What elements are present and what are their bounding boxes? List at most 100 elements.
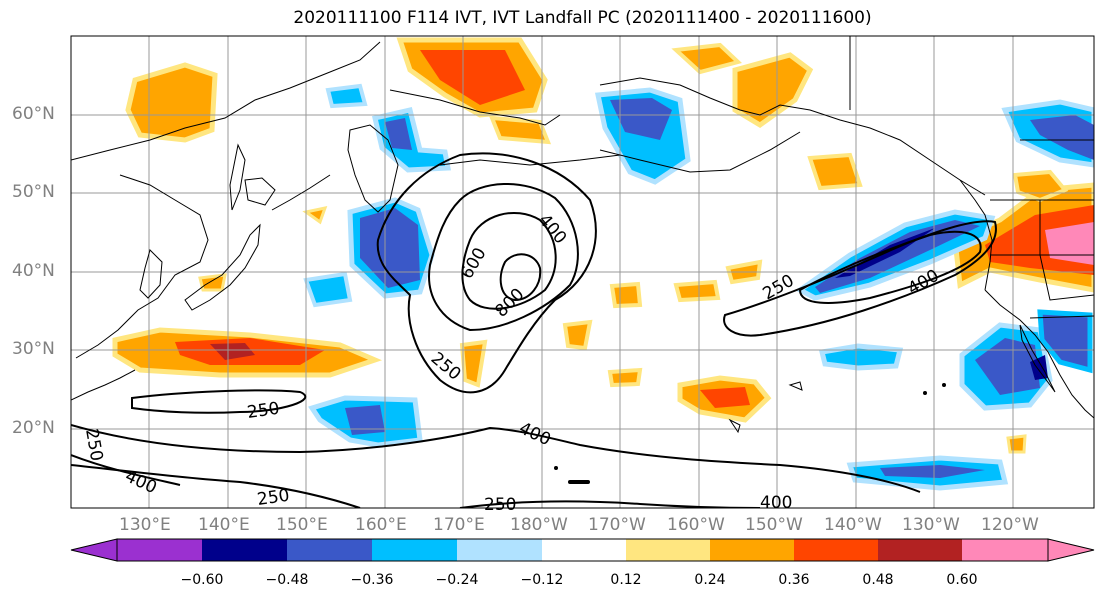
colorbar-seg-1	[117, 539, 202, 561]
contour-label-400-b: 400	[516, 418, 554, 450]
contour-400-south	[71, 424, 921, 493]
lon-label-160w: 160°W	[667, 515, 725, 535]
political-boundaries	[849, 36, 1094, 319]
coast-asia-east	[75, 174, 209, 359]
coast-japan	[184, 223, 261, 311]
shade-mexico	[1037, 309, 1093, 374]
colorbar-seg-8	[710, 539, 794, 561]
lon-label-180w: 180°W	[510, 515, 568, 535]
contour-600	[461, 211, 557, 310]
shade-blob-c	[459, 339, 488, 388]
contour-400-ne	[798, 230, 982, 304]
shade-baja-core	[975, 338, 1040, 395]
contour-label-250-e: 250	[256, 486, 291, 510]
lon-label-160e: 160°E	[355, 515, 407, 535]
shade-blob-g	[488, 115, 552, 145]
coast-asia	[71, 41, 381, 161]
shade-landfall-peak	[1045, 222, 1094, 265]
shade-blob-k	[302, 205, 328, 225]
shade-blob-a	[609, 281, 643, 309]
coast-korea	[139, 249, 163, 299]
contour-250-main	[376, 152, 597, 394]
coast-aleutians	[439, 154, 621, 166]
contour-label-250-a: 250	[246, 399, 281, 423]
coast-bc	[959, 179, 993, 291]
colorbar-tick-2: −0.48	[265, 572, 309, 588]
contour-250-west-upper	[131, 389, 307, 414]
shade-bering-core	[610, 98, 672, 140]
colorbar-seg-7	[626, 539, 710, 561]
figure-title: 2020111100 F114 IVT, IVT Landfall PC (20…	[293, 8, 872, 28]
lon-label-140e: 140°E	[198, 515, 250, 535]
lat-label-40n: 40°N	[12, 261, 55, 281]
shade-canada-core	[1030, 115, 1094, 160]
ivt-contours	[71, 152, 997, 508]
contour-label-250-f: 250	[484, 495, 516, 515]
lat-label-60n: 60°N	[12, 104, 55, 124]
shade-kamchatka	[371, 107, 451, 173]
lon-label-130w: 130°W	[902, 515, 960, 535]
colorbar-frame	[116, 538, 1049, 562]
shade-subtropic-west-core	[345, 405, 385, 435]
shade-central-east	[818, 343, 904, 371]
colorbar-seg-3	[287, 539, 372, 561]
contour-label-400-c: 400	[122, 466, 160, 498]
shade-blob-b	[673, 279, 721, 303]
lon-label-130e: 130°E	[119, 515, 171, 535]
shade-kamchatka-south-core	[360, 208, 420, 288]
contour-label-250-d: 250	[760, 271, 798, 305]
lon-label-140w: 140°W	[824, 515, 882, 535]
lon-label-150w: 150°W	[745, 515, 803, 535]
shade-blob-h	[671, 42, 742, 75]
shade-kamchatka-core	[385, 118, 412, 150]
colorbar-tick-4: −0.24	[435, 572, 479, 588]
shade-siberia-core	[420, 50, 525, 105]
shade-blob-f	[607, 367, 643, 388]
colorbar-tick-7: 0.24	[694, 572, 726, 588]
contour-250-west-lower	[71, 464, 361, 508]
colorbar-seg-2	[202, 539, 287, 561]
coast-alaska	[599, 77, 986, 196]
negative-shading	[303, 83, 1094, 491]
shade-baja-dark	[1030, 355, 1048, 380]
colorbar-seg-4	[372, 539, 457, 561]
contour-800	[499, 253, 542, 302]
map-plot-area	[71, 36, 1094, 508]
colorbar-seg-10	[878, 539, 962, 561]
shade-alaska-south	[807, 152, 863, 191]
coast-chukotka	[389, 89, 561, 126]
colorbar-seg-6	[542, 539, 626, 561]
shade-blob-d	[562, 319, 593, 351]
lon-label-150e: 150°E	[276, 515, 328, 535]
border-states-d	[1039, 254, 1094, 301]
lat-label-30n: 30°N	[12, 339, 55, 359]
map-frame	[70, 35, 1095, 509]
coast-usa-west	[984, 289, 1094, 419]
colorbar-extend-high	[1047, 538, 1095, 562]
coast-sakhalin	[229, 143, 246, 211]
shade-dateline	[303, 271, 353, 308]
shade-dark-red-core	[210, 343, 255, 360]
coast-baja	[1019, 324, 1056, 393]
lon-label-170w: 170°W	[588, 515, 646, 535]
coast-hawaii-b	[728, 418, 741, 434]
contour-400-main	[428, 182, 579, 332]
shade-equatorial-east-core	[880, 465, 985, 478]
lat-label-20n: 20°N	[12, 418, 55, 438]
coast-kurils	[271, 174, 331, 211]
coast-hokkaido	[244, 177, 276, 206]
contour-400-sw	[71, 454, 181, 486]
lon-label-170e: 170°E	[433, 515, 485, 535]
shade-blob-j	[198, 273, 227, 292]
shade-bering-north	[325, 83, 368, 109]
shade-blob-i	[1006, 434, 1027, 454]
border-usa-mexico	[1029, 315, 1094, 319]
shade-east-pacific-core	[700, 387, 750, 408]
contour-label-400-a: 400	[534, 210, 570, 248]
contour-label-400-e: 400	[760, 493, 792, 513]
shade-okhotsk	[125, 62, 218, 143]
coast-hawaii-a	[788, 381, 803, 391]
colorbar-tick-3: −0.36	[350, 572, 394, 588]
